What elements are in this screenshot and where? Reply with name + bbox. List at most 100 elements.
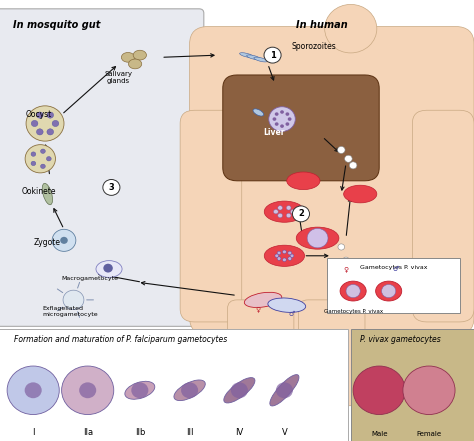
- Ellipse shape: [121, 52, 135, 62]
- Circle shape: [275, 122, 279, 126]
- Circle shape: [286, 213, 291, 218]
- Text: Formation and maturation of P. falciparum gametocytes: Formation and maturation of P. falciparu…: [14, 335, 228, 344]
- Ellipse shape: [375, 281, 401, 301]
- Circle shape: [283, 250, 286, 254]
- Text: Liver: Liver: [263, 127, 284, 137]
- Circle shape: [41, 149, 46, 153]
- Text: IIa: IIa: [82, 429, 93, 437]
- Text: Macrogametocyte: Macrogametocyte: [62, 276, 118, 281]
- Circle shape: [288, 117, 292, 121]
- Circle shape: [103, 179, 120, 195]
- Text: Exflagellated
microgametocyte: Exflagellated microgametocyte: [43, 306, 98, 317]
- Ellipse shape: [96, 261, 122, 277]
- Circle shape: [277, 251, 281, 255]
- Circle shape: [60, 237, 68, 244]
- Ellipse shape: [245, 292, 282, 307]
- FancyBboxPatch shape: [0, 9, 204, 326]
- Text: 1: 1: [270, 51, 275, 60]
- Circle shape: [291, 209, 295, 214]
- Circle shape: [382, 284, 396, 298]
- Circle shape: [276, 382, 293, 398]
- Text: 3: 3: [109, 183, 114, 192]
- Text: V: V: [282, 429, 287, 437]
- Ellipse shape: [264, 201, 304, 222]
- Circle shape: [288, 257, 292, 260]
- Circle shape: [283, 258, 286, 262]
- Circle shape: [273, 209, 278, 214]
- Circle shape: [307, 228, 328, 248]
- Circle shape: [36, 129, 43, 135]
- Text: ♂: ♂: [392, 266, 399, 272]
- Ellipse shape: [42, 183, 53, 205]
- Circle shape: [41, 164, 46, 168]
- Ellipse shape: [264, 245, 304, 266]
- Circle shape: [353, 366, 405, 415]
- Circle shape: [278, 213, 283, 218]
- FancyBboxPatch shape: [412, 110, 474, 322]
- Ellipse shape: [254, 57, 268, 62]
- Ellipse shape: [344, 185, 377, 203]
- Text: Zygote: Zygote: [33, 238, 60, 247]
- Ellipse shape: [296, 227, 339, 249]
- Circle shape: [31, 161, 36, 166]
- Text: ♀: ♀: [256, 306, 261, 313]
- FancyBboxPatch shape: [180, 110, 242, 322]
- Circle shape: [286, 206, 291, 210]
- Circle shape: [285, 112, 289, 116]
- Circle shape: [285, 122, 289, 126]
- Circle shape: [52, 229, 76, 251]
- Circle shape: [36, 112, 43, 118]
- Text: ♂: ♂: [288, 311, 295, 317]
- Ellipse shape: [224, 377, 255, 403]
- Circle shape: [47, 112, 54, 118]
- Text: III: III: [186, 429, 193, 437]
- Ellipse shape: [128, 59, 142, 69]
- Circle shape: [103, 264, 113, 273]
- FancyBboxPatch shape: [223, 75, 379, 181]
- Circle shape: [273, 117, 276, 121]
- Circle shape: [343, 257, 349, 263]
- Ellipse shape: [246, 55, 261, 60]
- Circle shape: [345, 155, 352, 162]
- Ellipse shape: [340, 281, 366, 301]
- Ellipse shape: [239, 53, 254, 57]
- Text: In human: In human: [296, 20, 348, 30]
- Circle shape: [46, 157, 51, 161]
- FancyBboxPatch shape: [190, 26, 474, 335]
- Circle shape: [25, 145, 55, 173]
- Circle shape: [280, 124, 284, 128]
- Ellipse shape: [125, 381, 155, 399]
- Circle shape: [47, 129, 54, 135]
- Circle shape: [277, 257, 281, 260]
- Text: I: I: [32, 429, 35, 437]
- Circle shape: [280, 110, 284, 114]
- FancyBboxPatch shape: [299, 300, 365, 406]
- Circle shape: [79, 382, 96, 398]
- Circle shape: [290, 254, 294, 258]
- FancyBboxPatch shape: [351, 329, 474, 441]
- Text: Oocyst: Oocyst: [26, 110, 52, 119]
- Text: Female: Female: [416, 431, 442, 437]
- Text: Gametocytes P. vivax: Gametocytes P. vivax: [360, 265, 427, 270]
- Text: Ookinete: Ookinete: [21, 187, 56, 196]
- Circle shape: [26, 106, 64, 141]
- Text: Sporozoites: Sporozoites: [292, 42, 336, 51]
- Circle shape: [269, 107, 295, 131]
- Circle shape: [325, 4, 377, 53]
- Text: Salivary
glands: Salivary glands: [104, 71, 133, 83]
- Text: 2: 2: [298, 209, 304, 218]
- Circle shape: [338, 244, 345, 250]
- Text: Gametocytes P. vivax: Gametocytes P. vivax: [324, 309, 383, 314]
- Circle shape: [337, 146, 345, 153]
- Ellipse shape: [174, 380, 205, 400]
- Text: Male: Male: [371, 431, 387, 437]
- Ellipse shape: [270, 374, 299, 406]
- Circle shape: [346, 284, 360, 298]
- FancyBboxPatch shape: [327, 258, 460, 313]
- Circle shape: [25, 382, 42, 398]
- FancyBboxPatch shape: [228, 300, 294, 406]
- Circle shape: [278, 206, 283, 210]
- Circle shape: [275, 112, 279, 116]
- Circle shape: [52, 120, 59, 127]
- Circle shape: [63, 290, 84, 310]
